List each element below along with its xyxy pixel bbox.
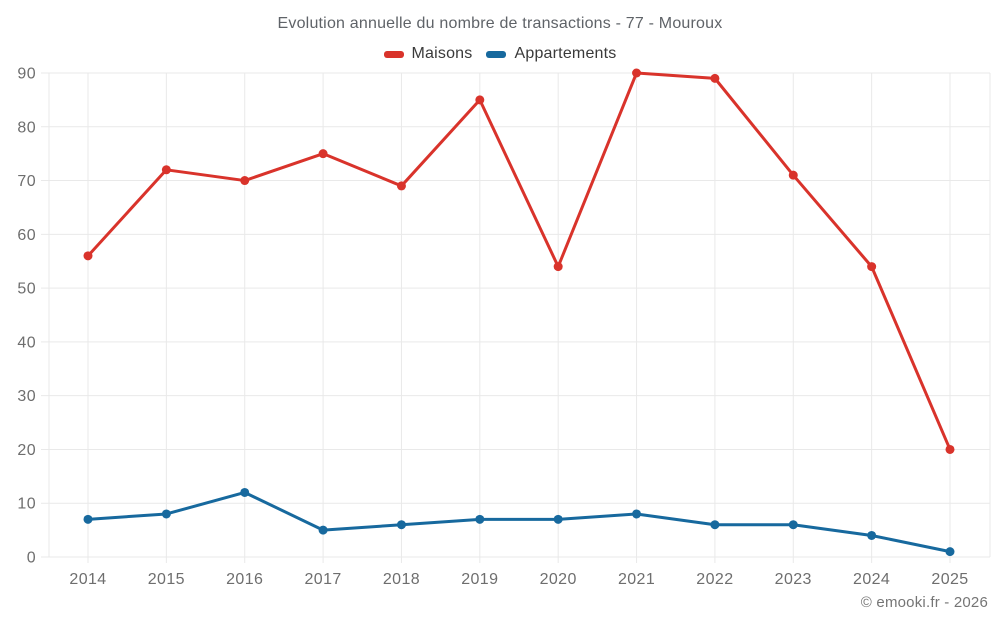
data-point-maisons-2021[interactable] <box>632 68 642 78</box>
copyright: © emooki.fr - 2026 <box>860 594 988 611</box>
series-line-maisons <box>86 71 952 451</box>
data-point-maisons-2024[interactable] <box>867 262 877 272</box>
data-point-appartements-2017[interactable] <box>318 525 328 535</box>
legend-item-maisons[interactable]: Maisons <box>383 45 473 63</box>
x-axis-tick-label: 2014 <box>69 571 106 588</box>
x-axis-tick-label: 2023 <box>775 571 812 588</box>
legend-swatch-appartements <box>486 50 507 58</box>
chart-legend: Maisons Appartements <box>0 45 1000 63</box>
data-point-maisons-2016[interactable] <box>240 176 250 186</box>
data-point-appartements-2022[interactable] <box>710 520 720 530</box>
x-axis-tick-label: 2022 <box>696 571 733 588</box>
x-axis-tick-label: 2018 <box>383 571 420 588</box>
y-axis-tick-label: 40 <box>17 334 36 351</box>
data-point-appartements-2019[interactable] <box>475 514 485 524</box>
chart-title: Evolution annuelle du nombre de transact… <box>277 15 723 32</box>
legend-label-appartements: Appartements <box>514 45 617 62</box>
x-axis-tick-label: 2017 <box>304 571 341 588</box>
y-axis-tick-label: 50 <box>17 281 36 298</box>
x-axis-tick-label: 2015 <box>148 571 185 588</box>
data-point-maisons-2015[interactable] <box>161 165 171 175</box>
data-point-appartements-2023[interactable] <box>788 520 798 530</box>
data-point-appartements-2014[interactable] <box>83 514 93 524</box>
data-point-maisons-2020[interactable] <box>553 262 563 272</box>
y-axis-tick-label: 10 <box>17 496 36 513</box>
data-point-appartements-2025[interactable] <box>945 547 955 557</box>
y-axis-tick-label: 0 <box>27 550 36 567</box>
series-line-appartements <box>86 490 952 554</box>
legend-item-appartements[interactable]: Appartements <box>486 45 616 63</box>
legend-swatch-maisons <box>383 50 404 58</box>
data-point-maisons-2023[interactable] <box>788 170 798 180</box>
data-point-maisons-2014[interactable] <box>83 251 93 261</box>
y-axis-tick-label: 60 <box>17 227 36 244</box>
data-point-appartements-2021[interactable] <box>632 509 642 519</box>
data-point-appartements-2024[interactable] <box>867 530 877 540</box>
x-axis-tick-label: 2021 <box>618 571 655 588</box>
y-axis-tick-label: 90 <box>17 66 36 83</box>
data-point-maisons-2017[interactable] <box>318 149 328 159</box>
y-axis-tick-label: 30 <box>17 388 36 405</box>
x-axis-tick-label: 2016 <box>226 571 263 588</box>
data-point-appartements-2020[interactable] <box>553 514 563 524</box>
data-point-appartements-2016[interactable] <box>240 487 250 497</box>
data-point-maisons-2022[interactable] <box>710 73 720 83</box>
y-axis-tick-label: 80 <box>17 119 36 136</box>
y-axis-tick-label: 20 <box>17 442 36 459</box>
data-point-appartements-2018[interactable] <box>396 520 406 530</box>
data-point-maisons-2018[interactable] <box>396 181 406 191</box>
x-axis-tick-label: 2020 <box>540 571 577 588</box>
data-point-appartements-2015[interactable] <box>161 509 171 519</box>
data-point-maisons-2025[interactable] <box>945 444 955 454</box>
data-point-maisons-2019[interactable] <box>475 95 485 105</box>
legend-label-maisons: Maisons <box>411 45 473 62</box>
x-axis-tick-label: 2024 <box>853 571 890 588</box>
y-axis-tick-label: 70 <box>17 173 36 190</box>
x-axis-tick-label: 2019 <box>461 571 498 588</box>
x-axis-tick-label: 2025 <box>931 571 968 588</box>
